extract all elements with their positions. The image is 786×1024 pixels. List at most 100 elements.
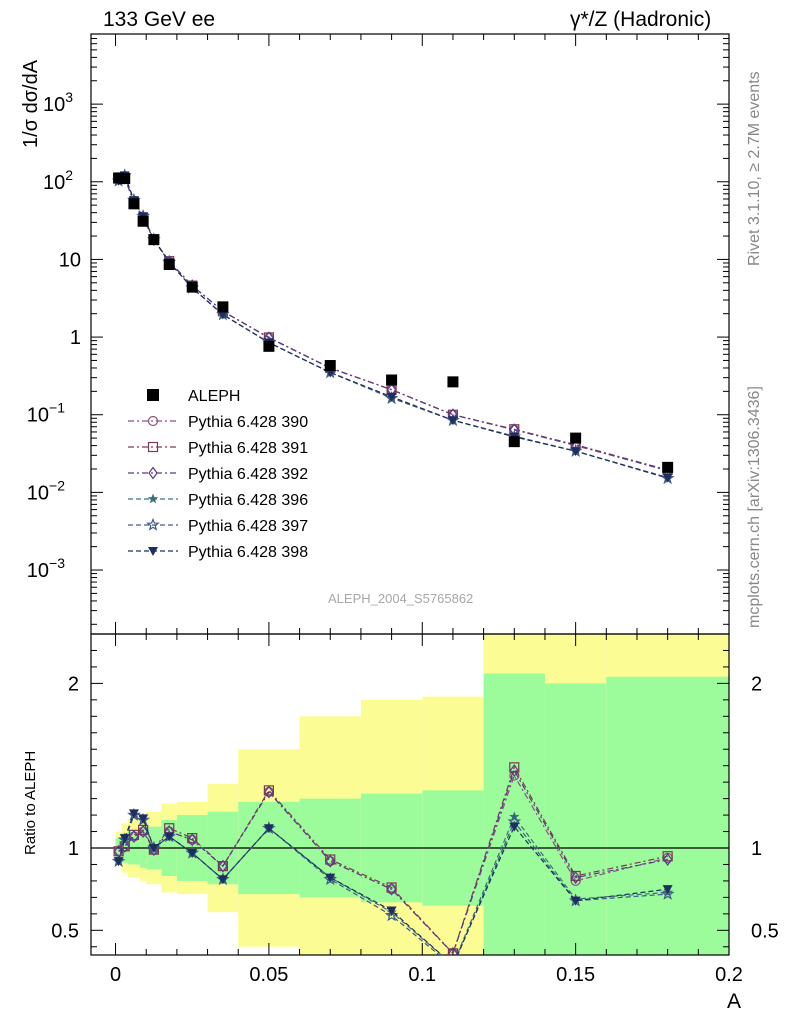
main-plot-frame	[90, 33, 730, 635]
main-series-point	[217, 310, 228, 320]
ratio-series-group	[111, 762, 675, 971]
ratio-series-point	[113, 857, 124, 867]
legend-series-marker	[146, 517, 160, 531]
aleph-data-point	[263, 340, 275, 352]
aleph-data-point	[570, 432, 582, 444]
aleph-data-point	[447, 376, 459, 388]
ratio-series-point	[119, 834, 130, 844]
ratio-series-point	[217, 875, 228, 885]
ratio-series-point	[509, 822, 520, 832]
source-label: mcplots.cern.ch [arXiv:1306.3436]	[746, 386, 763, 628]
x-tick-label: 0	[110, 964, 121, 986]
ratio-series-point	[218, 859, 228, 873]
stat-uncertainty-band	[544, 683, 607, 955]
main-series-line	[118, 174, 668, 479]
main-series-5	[113, 171, 673, 483]
main-y-tick-label: 10	[59, 249, 81, 271]
legend-series-label: Pythia 6.428 398	[188, 544, 308, 561]
ratio-series-point	[263, 824, 274, 834]
main-series-line	[118, 174, 668, 479]
ratio-series-point	[148, 844, 159, 853]
ratio-series-point	[448, 961, 459, 971]
ratio-series-point	[509, 764, 520, 778]
ratio-series-point	[138, 814, 149, 824]
main-y-tick-exponent: −2	[49, 477, 65, 493]
ratio-series-point	[660, 886, 675, 900]
legend-series-label: Pythia 6.428 390	[188, 414, 308, 431]
ratio-series-point	[570, 871, 581, 885]
ratio-series-point	[386, 882, 397, 896]
legend-aleph-label: ALEPH	[188, 388, 240, 405]
main-series-point	[447, 416, 458, 426]
legend-series-marker	[147, 415, 159, 427]
main-y-tick-exponent: 3	[65, 89, 73, 105]
aleph-data-point	[217, 301, 229, 313]
stat-uncertainty-band	[606, 676, 729, 955]
ratio-y-tick-label-right: 2	[751, 673, 762, 695]
main-y-tick-exponent: −1	[49, 400, 65, 416]
x-tick-label: 0.2	[715, 964, 743, 986]
ratio-uncertainty-bands	[115, 634, 729, 955]
aleph-data-point	[324, 360, 336, 372]
header-process-label: γ*/Z (Hadronic)	[570, 8, 712, 31]
ratio-series-point	[662, 853, 673, 867]
ratio-series-point	[448, 946, 458, 955]
legend-series-label: Pythia 6.428 397	[188, 518, 308, 535]
main-y-tick-label: 1	[70, 327, 81, 349]
main-y-tick-label: 103	[43, 89, 73, 116]
ratio-series-point	[264, 785, 274, 799]
main-series-4	[111, 168, 675, 485]
ratio-series-point	[187, 833, 197, 847]
main-y-tick-exponent: −3	[49, 555, 65, 571]
ratio-series-point	[138, 825, 148, 839]
legend-series-marker	[148, 466, 158, 480]
main-series-line	[118, 174, 668, 479]
legend: ALEPH Pythia 6.428 390 Pythia 6.428 391 Pyt…	[128, 388, 308, 561]
main-series-3	[113, 170, 673, 483]
x-tick-label: 0.15	[556, 964, 595, 986]
main-series-point	[570, 447, 581, 457]
ratio-series-point	[509, 770, 520, 781]
legend-series-marker	[148, 547, 158, 556]
main-series-point	[386, 392, 397, 402]
ratio-series-point	[187, 848, 198, 858]
x-axis-label: A	[727, 990, 742, 1013]
legend-series-label: Pythia 6.428 392	[188, 466, 308, 483]
ratio-y-axis-label: Ratio to ALEPH	[22, 750, 39, 855]
ratio-series-point	[386, 906, 397, 916]
main-y-tick-label: 10−1	[27, 400, 65, 427]
analysis-watermark: ALEPH_2004_S5765862	[328, 591, 474, 606]
ratio-series-point	[448, 959, 459, 969]
x-tick-label: 0.1	[408, 964, 436, 986]
ratio-series-5	[113, 809, 673, 970]
ratio-y-tick-label-right: 0.5	[751, 920, 779, 942]
ratio-series-point	[129, 829, 139, 843]
main-y-tick-exponent: 2	[65, 167, 73, 183]
ratio-series-point	[570, 896, 581, 906]
ratio-series-2	[113, 764, 673, 955]
main-y-tick-label: 10−2	[27, 477, 65, 504]
legend-series-marker	[147, 441, 159, 453]
aleph-data-point	[113, 172, 125, 184]
ratio-series-point	[448, 961, 458, 970]
ratio-series-point	[662, 851, 673, 862]
aleph-data-point	[186, 281, 198, 293]
aleph-data-point	[128, 198, 140, 210]
ratio-series-point	[509, 762, 520, 773]
header-energy-label: 133 GeV ee	[103, 8, 216, 31]
aleph-data-point	[508, 436, 520, 448]
ratio-series-point	[164, 832, 175, 842]
aleph-data-point	[386, 374, 398, 386]
ratio-series-point	[128, 809, 139, 819]
ratio-y-tick-label: 2	[68, 673, 79, 695]
legend-series-label: Pythia 6.428 391	[188, 440, 308, 457]
main-series-point	[662, 473, 673, 483]
ratio-series-point	[325, 854, 335, 868]
ratio-plot-frame	[90, 633, 730, 956]
aleph-data-point	[148, 234, 160, 246]
aleph-data-point	[137, 215, 149, 227]
legend-series-marker	[147, 493, 159, 504]
x-tick-label: 0.05	[249, 964, 288, 986]
ratio-series-point	[325, 873, 336, 883]
